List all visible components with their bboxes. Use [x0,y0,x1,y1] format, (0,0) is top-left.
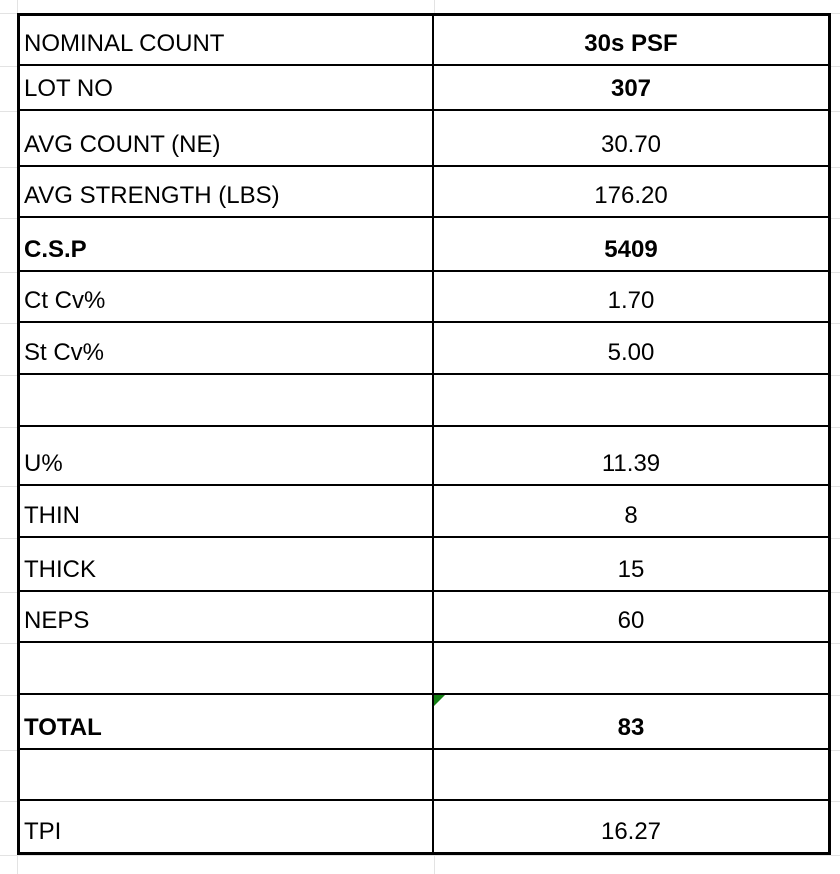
cell-neps-label[interactable]: NEPS [20,592,434,641]
cell-thick-value[interactable]: 15 [617,556,645,583]
cell-csp-label[interactable]: C.S.P [20,218,434,270]
cell-thin-label[interactable]: THIN [20,486,434,536]
cell-total-label[interactable]: TOTAL [20,695,434,748]
cell-tpi-label[interactable]: TPI [20,801,434,852]
cell-ct-cv-value[interactable]: 1.70 [607,287,655,314]
cell-u-percent-value[interactable]: 11.39 [601,450,661,477]
row-empty-2 [20,643,828,695]
cell-corner-flag-icon [434,695,445,706]
cell-avg-strength-lbs-value[interactable]: 176.20 [594,182,668,209]
cell-empty-2-label[interactable] [20,643,434,693]
cell-ct-cv-label[interactable]: Ct Cv% [20,272,434,321]
cell-avg-count-ne-value[interactable]: 30.70 [600,131,662,158]
row-thin: THIN 8 [20,486,828,538]
row-thick: THICK 15 [20,538,828,592]
row-u-percent: U% 11.39 [20,427,828,486]
cell-lot-no-label[interactable]: LOT NO [20,66,434,109]
row-tpi: TPI 16.27 [20,801,828,852]
cell-neps-value[interactable]: 60 [617,607,645,634]
row-lot-no: LOT NO 307 [20,66,828,111]
row-ct-cv: Ct Cv% 1.70 [20,272,828,323]
cell-thick-label[interactable]: THICK [20,538,434,590]
gridline-horizontal [0,855,840,856]
cell-nominal-count-label[interactable]: NOMINAL COUNT [20,16,434,64]
row-st-cv: St Cv% 5.00 [20,323,828,375]
cell-st-cv-label[interactable]: St Cv% [20,323,434,373]
cell-empty-2-value[interactable] [434,643,828,693]
cell-st-cv-value[interactable]: 5.00 [607,339,655,366]
row-empty-1 [20,375,828,427]
cell-nominal-count-value[interactable]: 30s PSF [584,30,678,57]
cell-tpi-value[interactable]: 16.27 [600,818,662,845]
row-nominal-count: NOMINAL COUNT 30s PSF [20,16,828,66]
cell-total-value[interactable]: 83 [434,695,828,748]
cell-thin-value[interactable]: 8 [624,502,638,529]
quality-report-table: NOMINAL COUNT 30s PSF LOT NO 307 AVG COU… [17,13,831,855]
cell-empty-1-label[interactable] [20,375,434,425]
row-empty-3 [20,750,828,801]
total-value-text: 83 [617,714,645,741]
cell-empty-1-value[interactable] [434,375,828,425]
cell-lot-no-value[interactable]: 307 [610,75,652,102]
cell-u-percent-label[interactable]: U% [20,427,434,484]
cell-empty-3-label[interactable] [20,750,434,799]
cell-empty-3-value[interactable] [434,750,828,799]
cell-csp-value[interactable]: 5409 [604,236,658,263]
row-avg-count-ne: AVG COUNT (NE) 30.70 [20,111,828,167]
cell-avg-strength-lbs-label[interactable]: AVG STRENGTH (LBS) [20,167,434,216]
row-csp: C.S.P 5409 [20,218,828,272]
row-neps: NEPS 60 [20,592,828,643]
row-avg-strength-lbs: AVG STRENGTH (LBS) 176.20 [20,167,828,218]
cell-avg-count-ne-label[interactable]: AVG COUNT (NE) [20,111,434,165]
row-total: TOTAL 83 [20,695,828,750]
